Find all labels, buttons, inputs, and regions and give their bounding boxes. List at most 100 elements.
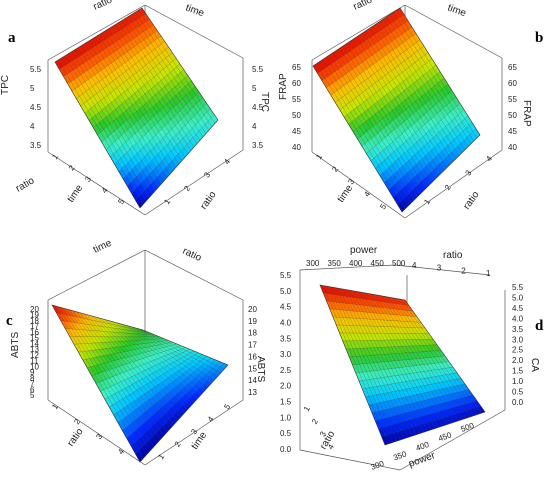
panel-c-tick-label: 14 (248, 376, 257, 385)
panel-d-tick-label: 2.5 (280, 366, 292, 375)
panel-a-z-label-right: TPC (259, 92, 270, 112)
panel-c-tick-label: 18 (30, 317, 39, 326)
panel-c-tick-label: 11 (30, 357, 39, 366)
panel-d-tick-label: 5.0 (280, 287, 292, 296)
panel-a-y-label-bottom: time (65, 183, 85, 205)
panel-a-tick-label: 4.5 (30, 103, 42, 112)
panel-c-tick-label: 1 (156, 452, 166, 461)
panel-c-tick-label: 16 (248, 352, 257, 361)
panel-b-tick-label: 55 (292, 95, 301, 104)
panel-d-tick-label: 1.5 (280, 398, 292, 407)
panel-c-y-label-top: time (92, 238, 114, 256)
panel-d-tick-label: 1 (302, 404, 312, 413)
panel-d-tick-label: 4.5 (280, 303, 292, 312)
panel-a-x-label-top: ratio (14, 175, 37, 194)
panel-c-tick-label: 5 (30, 391, 35, 400)
panel-c-tick-label: 2 (72, 417, 82, 426)
panel-d-tick-label: 0.5 (512, 388, 524, 397)
panel-c-tick-label: 12 (30, 351, 39, 360)
panel-b-tick-label: 3 (346, 177, 356, 186)
panel-d-tick-label: 0.5 (280, 429, 292, 438)
panel-d-tick-label: 300 (306, 259, 320, 268)
panel-b-z-label-right: FRAP (521, 100, 532, 127)
panel-b-tick-label: 5 (378, 202, 388, 211)
panel-d-frame (299, 264, 506, 471)
panel-d-label: d (535, 318, 544, 334)
panel-d-tick-label: 0.0 (512, 398, 524, 407)
panel-c-tick-label: 5 (222, 402, 232, 411)
panel-a-tick-label: 1 (50, 152, 60, 161)
panel-b-tick-label: 60 (292, 79, 301, 88)
panel-c-tick-label: 15 (30, 334, 39, 343)
panel-a-tick-label: 3 (83, 174, 93, 183)
panel-d-tick-label: 4.0 (512, 314, 524, 323)
panel-a-x-label-top2: ratio (92, 0, 115, 13)
panel-c-ticks: 5678910111213141516171819201314151617181… (30, 305, 257, 461)
panel-d: d power ratio CA ratio power 0.00.51.01.… (280, 245, 544, 472)
panel-b-surface-outline (312, 7, 481, 213)
panel-c-tick-label: 7 (30, 380, 35, 389)
panel-d-tick-label: 3.5 (280, 334, 292, 343)
panel-d-grid (319, 284, 486, 446)
panel-d-tick-label: 400 (349, 259, 363, 268)
panel-d-tick-label: 350 (392, 449, 408, 462)
panel-d-tick-label: 3.0 (512, 335, 524, 344)
panel-c-tick-label: 17 (30, 322, 39, 331)
panel-c-tick-label: 1 (50, 402, 60, 411)
panel-d-tick-label: 4.0 (280, 319, 292, 328)
panel-a-tick-label: 5 (252, 84, 257, 93)
panel-a-label: a (8, 30, 16, 46)
panel-d-tick-label: 2.5 (512, 346, 524, 355)
panel-b-tick-label: 2 (330, 164, 340, 173)
panel-a-tick-label: 5 (30, 84, 35, 93)
panel-d-tick-label: 2 (461, 266, 466, 275)
panel-b-frame (311, 4, 503, 219)
panel-a-z-label-left: TPC (0, 75, 11, 95)
panel-d-tick-label: 400 (415, 440, 431, 453)
panel-c-z-label-left: ABTS (10, 332, 21, 358)
panel-b-tick-label: 50 (292, 111, 301, 120)
panel-d-tick-label: 5.0 (512, 294, 524, 303)
panel-d-tick-label: 3.5 (512, 325, 524, 334)
panel-d-ticks: 0.00.51.01.52.02.53.03.54.04.55.05.50.00… (280, 259, 524, 472)
panel-b-grid (312, 7, 481, 213)
panel-c-tick-label: 4 (116, 447, 126, 456)
panel-c-tick-label: 3 (94, 432, 104, 441)
panel-a-tick-label: 5.5 (252, 65, 264, 74)
panel-c-x-label-bottom: ratio (65, 426, 85, 449)
panel-c-z-label-right: ABTS (255, 356, 266, 382)
panel-d-tick-label: 450 (437, 430, 453, 443)
panel-b-tick-label: 65 (508, 63, 517, 72)
panel-c-label: c (6, 313, 13, 329)
panel-a-tick-label: 4 (252, 122, 257, 131)
panel-c-x-label-top: ratio (181, 246, 204, 264)
panel-c-tick-label: 15 (248, 364, 257, 373)
panel-b-label: b (535, 30, 543, 46)
panel-d-tick-label: 5.5 (512, 283, 524, 292)
panel-d-tick-label: 3 (318, 429, 328, 438)
panel-c-tick-label: 14 (30, 339, 39, 348)
panel-d-tick-label: 0.0 (280, 445, 292, 454)
panel-b-y-label-top: time (446, 2, 468, 19)
panel-b-tick-label: 4 (362, 189, 372, 198)
panel-d-tick-label: 2 (310, 417, 320, 426)
panel-d-tick-label: 1.0 (512, 377, 524, 386)
panel-b-tick-label: 1 (422, 197, 432, 206)
panel-d-tick-label: 5.5 (280, 271, 292, 280)
panel-b-z-label-left: FRAP (278, 73, 289, 100)
panel-d-tick-label: 2.0 (280, 382, 292, 391)
panel-b-tick-label: 65 (292, 63, 301, 72)
panel-a-tick-label: 2 (182, 184, 192, 193)
panel-c-surface-outline (51, 304, 229, 463)
panel-b-surface (312, 7, 481, 213)
panel-d-x-label-top: ratio (443, 250, 463, 261)
panel-a-tick-label: 4 (100, 186, 110, 195)
panel-c-tick-label: 13 (248, 388, 257, 397)
panel-c-tick-label: 4 (206, 414, 216, 423)
panel-b-tick-label: 45 (508, 127, 517, 136)
panel-d-y-label-bottom: power (407, 450, 437, 470)
panel-c-tick-label: 9 (30, 368, 35, 377)
